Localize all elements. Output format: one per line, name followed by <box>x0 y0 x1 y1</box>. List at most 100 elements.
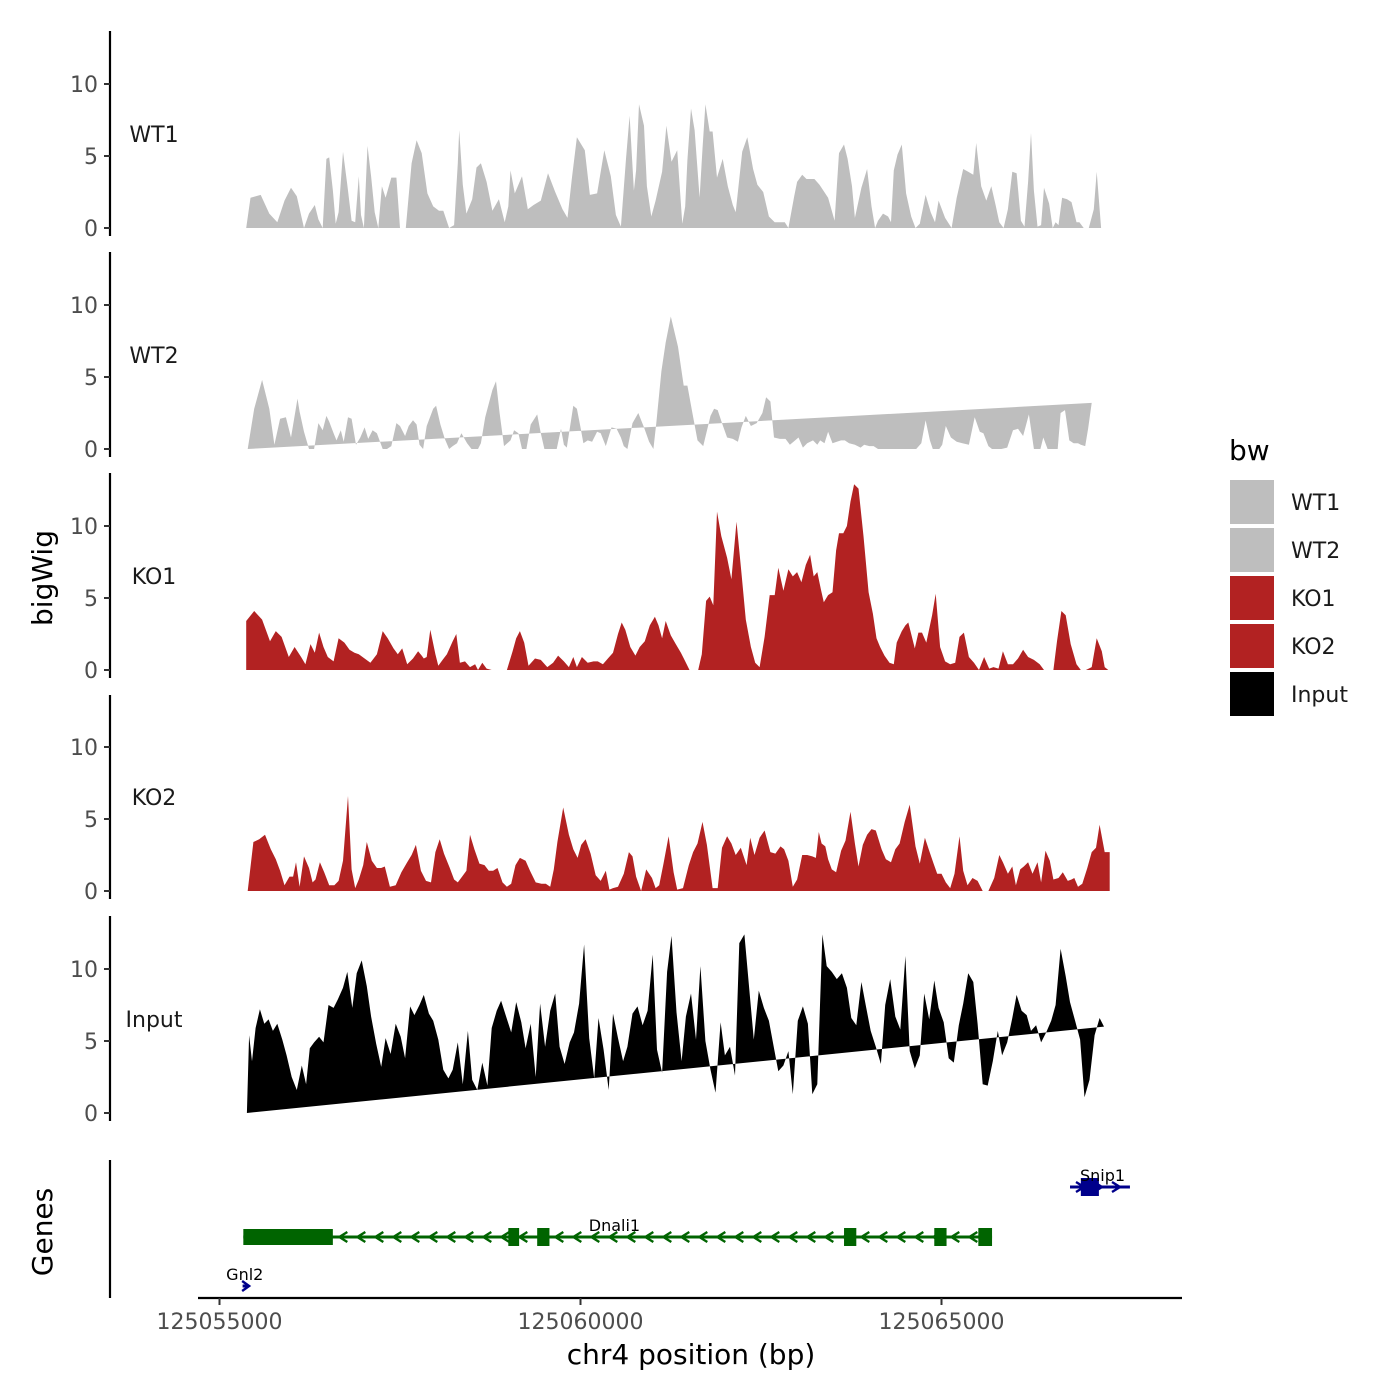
track-ko1: 0 5 10 KO1 <box>70 473 1109 684</box>
strand-arrow <box>355 1230 366 1244</box>
gene-exon <box>1080 1178 1099 1196</box>
strand-arrow <box>499 1230 510 1244</box>
strand-arrow <box>607 1230 618 1244</box>
strand-arrow <box>517 1230 528 1244</box>
strand-arrow <box>337 1230 348 1244</box>
gene-exon <box>978 1228 993 1246</box>
y-tick-label: 5 <box>84 1030 98 1055</box>
track-wt2: 0 5 10 WT2 <box>70 252 1092 463</box>
legend-key-ko1 <box>1230 576 1274 620</box>
strand-arrow <box>697 1230 708 1244</box>
gene-annotation-panel: Snip1 Dnali1 Gnl2 <box>108 1160 1130 1298</box>
gene-snip1: Snip1 <box>1070 1166 1130 1196</box>
strand-arrow <box>859 1230 870 1244</box>
legend-key-wt2 <box>1230 528 1274 572</box>
y-tick-label: 10 <box>70 736 98 761</box>
x-tick-label: 125055000 <box>157 1310 283 1335</box>
track-label-wt1: WT1 <box>129 123 178 148</box>
strand-arrow <box>913 1230 924 1244</box>
coverage-area-wt1 <box>246 104 1102 228</box>
coverage-area-ko1 <box>246 484 1109 670</box>
strand-arrow <box>643 1230 654 1244</box>
strand-arrow <box>949 1230 960 1244</box>
legend: bw WT1 WT2 KO1 KO2 Input <box>1229 434 1348 716</box>
strand-arrow <box>427 1230 438 1244</box>
y-tick-label: 10 <box>70 73 98 98</box>
track-wt1: 0 5 10 WT1 <box>70 31 1102 242</box>
y-tick-label: 10 <box>70 958 98 983</box>
strand-arrow <box>373 1230 384 1244</box>
strand-arrow <box>679 1230 690 1244</box>
x-tick-label: 125060000 <box>518 1310 644 1335</box>
gene-utr-block <box>243 1229 333 1245</box>
strand-arrow <box>787 1230 798 1244</box>
strand-arrow <box>751 1230 762 1244</box>
y-tick-label: 5 <box>84 587 98 612</box>
strand-arrow <box>571 1230 582 1244</box>
x-tick-label: 125065000 <box>879 1310 1005 1335</box>
track-label-input: Input <box>126 1008 183 1033</box>
y-tick-label: 10 <box>70 515 98 540</box>
x-axis-title: chr4 position (bp) <box>567 1338 816 1371</box>
gene-dnali1: Dnali1 <box>243 1216 993 1246</box>
strand-arrow <box>625 1230 636 1244</box>
legend-key-input <box>1230 672 1274 716</box>
gene-label: Snip1 <box>1080 1166 1125 1185</box>
y-tick-label: 0 <box>84 438 98 463</box>
track-label-ko2: KO2 <box>132 786 177 811</box>
gene-exon <box>844 1228 857 1246</box>
strand-arrow <box>589 1230 600 1244</box>
y-tick-label: 5 <box>84 145 98 170</box>
strand-arrow <box>553 1230 564 1244</box>
strand-arrow <box>877 1230 888 1244</box>
strand-arrow <box>661 1230 672 1244</box>
genes-panel-title: Genes <box>26 1188 59 1276</box>
y-tick-label: 5 <box>84 808 98 833</box>
strand-arrow <box>463 1230 474 1244</box>
legend-title: bw <box>1229 434 1270 467</box>
gene-exon <box>934 1228 947 1246</box>
strand-arrow <box>409 1230 420 1244</box>
legend-label-ko2: KO2 <box>1291 635 1336 660</box>
gene-label: Gnl2 <box>226 1265 263 1284</box>
coverage-area-input <box>246 934 1104 1113</box>
track-label-wt2: WT2 <box>129 344 178 369</box>
strand-arrow <box>769 1230 780 1244</box>
y-axis-title: bigWig <box>26 530 59 626</box>
y-tick-label: 10 <box>70 294 98 319</box>
legend-key-ko2 <box>1230 624 1274 668</box>
track-ko2: 0 5 10 KO2 <box>70 695 1110 905</box>
strand-arrow <box>391 1230 402 1244</box>
gene-label: Dnali1 <box>589 1216 640 1235</box>
track-input: 0 5 10 Input <box>70 916 1104 1127</box>
x-axis: 125055000 125060000 125065000 <box>157 1296 1182 1335</box>
strand-arrow <box>733 1230 744 1244</box>
strand-arrow <box>967 1230 978 1244</box>
legend-label-ko1: KO1 <box>1291 587 1336 612</box>
legend-label-wt1: WT1 <box>1291 491 1340 516</box>
y-tick-label: 0 <box>84 659 98 684</box>
track-label-ko1: KO1 <box>132 565 177 590</box>
gene-exon <box>537 1228 550 1246</box>
strand-arrow <box>823 1230 834 1244</box>
coverage-area-wt2 <box>247 316 1092 449</box>
strand-arrow <box>241 1280 252 1292</box>
strand-arrow <box>895 1230 906 1244</box>
strand-arrow <box>715 1230 726 1244</box>
coverage-tracks: 0 5 10 WT1 0 5 10 WT2 0 5 10 KO1 0 5 10 KO2 0 5 10 Input <box>70 31 1110 1127</box>
strand-arrow <box>481 1230 492 1244</box>
y-tick-label: 5 <box>84 366 98 391</box>
strand-arrow <box>1111 1180 1123 1194</box>
y-tick-label: 0 <box>84 1102 98 1127</box>
legend-key-wt1 <box>1230 480 1274 524</box>
gene-exon <box>508 1228 520 1246</box>
y-tick-label: 0 <box>84 880 98 905</box>
legend-label-input: Input <box>1291 683 1348 708</box>
coverage-area-ko2 <box>247 796 1110 891</box>
strand-arrow <box>805 1230 816 1244</box>
gene-gnl2: Gnl2 <box>226 1265 263 1292</box>
legend-label-wt2: WT2 <box>1291 539 1340 564</box>
y-tick-label: 0 <box>84 217 98 242</box>
strand-arrow <box>445 1230 456 1244</box>
